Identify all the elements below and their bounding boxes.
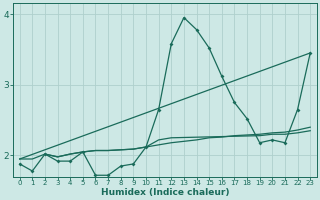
X-axis label: Humidex (Indice chaleur): Humidex (Indice chaleur) — [101, 188, 229, 197]
